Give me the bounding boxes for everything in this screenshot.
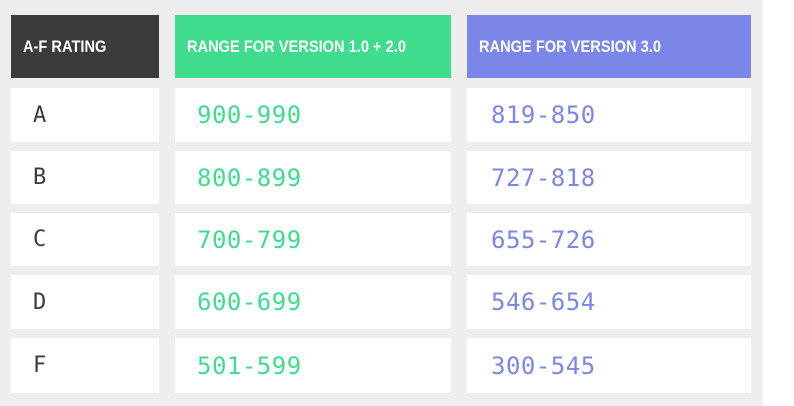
grade-cell: F bbox=[11, 338, 159, 393]
range-v12-cell: 700-799 bbox=[175, 213, 451, 266]
range-v3-cell: 546-654 bbox=[467, 275, 751, 329]
header-rating: A-F RATING bbox=[11, 15, 159, 78]
range-v3-cell: 655-726 bbox=[467, 213, 751, 266]
grade-cell: A bbox=[11, 88, 159, 142]
rating-table: A-F RATING RANGE FOR VERSION 1.0 + 2.0 R… bbox=[0, 0, 763, 406]
range-v12-cell: 501-599 bbox=[175, 338, 451, 393]
header-rating-label: A-F RATING bbox=[23, 36, 107, 56]
range-v12-cell: 900-990 bbox=[175, 88, 451, 142]
header-range-v12: RANGE FOR VERSION 1.0 + 2.0 bbox=[175, 15, 451, 78]
range-v3-cell: 300-545 bbox=[467, 338, 751, 393]
header-range-v12-label: RANGE FOR VERSION 1.0 + 2.0 bbox=[187, 36, 406, 56]
range-v12-cell: 600-699 bbox=[175, 275, 451, 329]
range-v12-cell: 800-899 bbox=[175, 151, 451, 204]
header-range-v3: RANGE FOR VERSION 3.0 bbox=[467, 15, 751, 78]
range-v3-cell: 727-818 bbox=[467, 151, 751, 204]
grade-cell: C bbox=[11, 213, 159, 266]
grade-cell: D bbox=[11, 275, 159, 329]
range-v3-cell: 819-850 bbox=[467, 88, 751, 142]
grade-cell: B bbox=[11, 151, 159, 204]
header-range-v3-label: RANGE FOR VERSION 3.0 bbox=[479, 36, 661, 56]
